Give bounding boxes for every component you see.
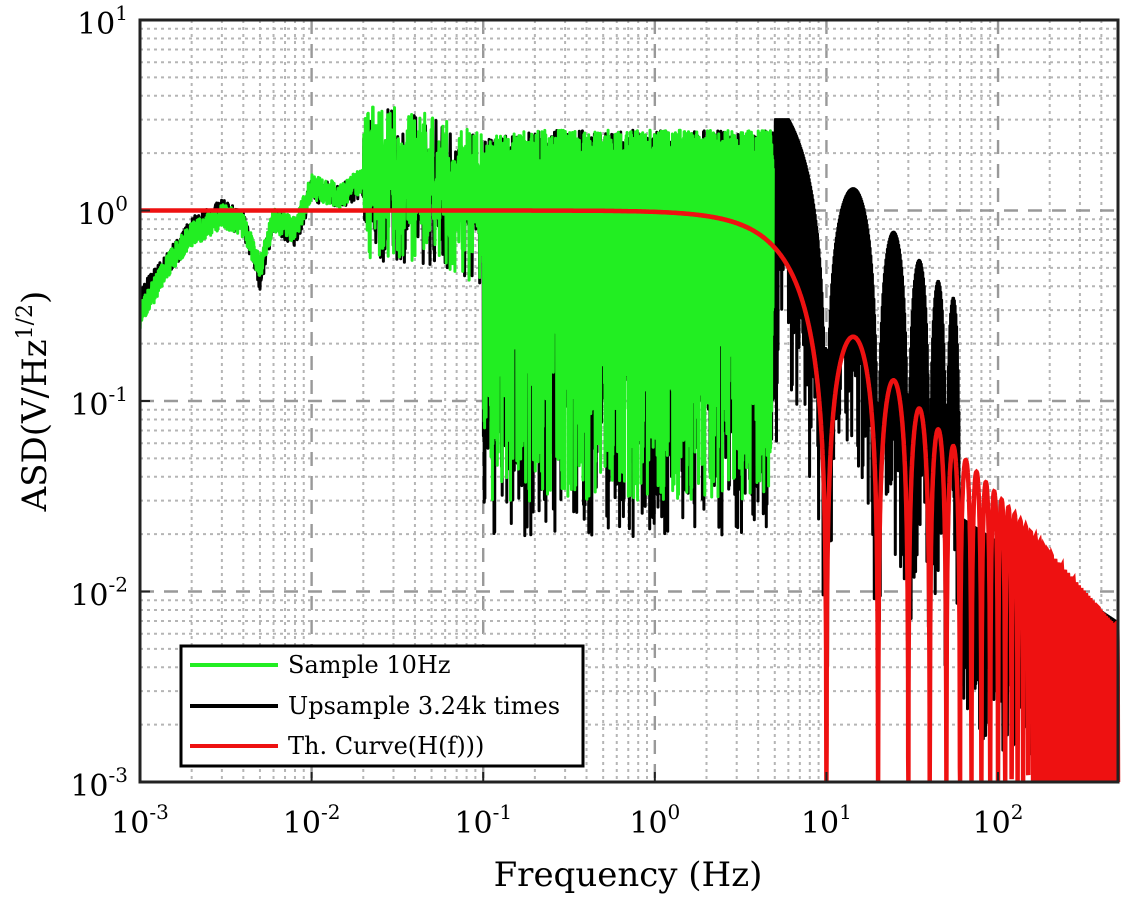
x-tick-exponent: -1	[493, 800, 512, 824]
y-tick-label: 10-2	[70, 573, 128, 614]
x-tick-label: 10-1	[454, 800, 512, 841]
x-tick-base: 10	[283, 806, 321, 841]
y-tick-label: 100	[77, 192, 128, 233]
legend-label-theory: Th. Curve(H(f)))	[288, 732, 484, 760]
x-tick-label: 100	[629, 800, 680, 841]
y-tick-exponent: -1	[109, 382, 128, 406]
y-tick-base: 10	[70, 388, 108, 423]
y-tick-exponent: 1	[115, 1, 128, 25]
x-tick-exponent: -3	[149, 800, 168, 824]
y-tick-label: 10-3	[70, 763, 128, 804]
y-tick-label: 101	[77, 1, 128, 42]
y-tick-base: 10	[77, 7, 115, 42]
series-sample-line	[138, 105, 775, 503]
y-tick-base: 10	[77, 198, 115, 233]
y-axis-label-sup: 1/2	[13, 304, 38, 339]
axes	[138, 18, 1120, 784]
x-tick-base: 10	[973, 806, 1011, 841]
x-tick-exponent: 2	[1011, 800, 1024, 824]
legend-label-sample: Sample 10Hz	[288, 651, 451, 679]
y-tick-base: 10	[70, 769, 108, 804]
x-tick-label: 10-3	[111, 800, 169, 841]
x-tick-label: 102	[973, 800, 1024, 841]
x-tick-exponent: 0	[668, 800, 681, 824]
y-tick-label: 10-1	[70, 382, 128, 423]
x-axis-label: Frequency (Hz)	[494, 855, 763, 895]
x-tick-base: 10	[629, 806, 667, 841]
y-tick-exponent: -2	[109, 573, 128, 597]
x-tick-label: 101	[801, 800, 852, 841]
x-tick-base: 10	[801, 806, 839, 841]
y-axis-label-end: )	[15, 291, 55, 304]
series-layer	[138, 105, 1121, 784]
legend-label-upsample: Upsample 3.24k times	[288, 692, 560, 720]
y-axis-label-main: ASD(V/Hz	[15, 339, 55, 512]
y-axis-label: ASD(V/Hz1/2)	[13, 291, 55, 513]
series-theory-line	[140, 208, 1121, 783]
y-tick-exponent: -3	[109, 763, 128, 787]
x-tick-exponent: 1	[839, 800, 852, 824]
legend: Sample 10Hz Upsample 3.24k times Th. Cur…	[179, 644, 585, 768]
x-tick-base: 10	[111, 806, 149, 841]
y-tick-exponent: 0	[115, 192, 128, 216]
x-tick-label: 10-2	[283, 800, 341, 841]
y-tick-base: 10	[70, 579, 108, 614]
x-tick-exponent: -2	[321, 800, 340, 824]
x-tick-base: 10	[454, 806, 492, 841]
